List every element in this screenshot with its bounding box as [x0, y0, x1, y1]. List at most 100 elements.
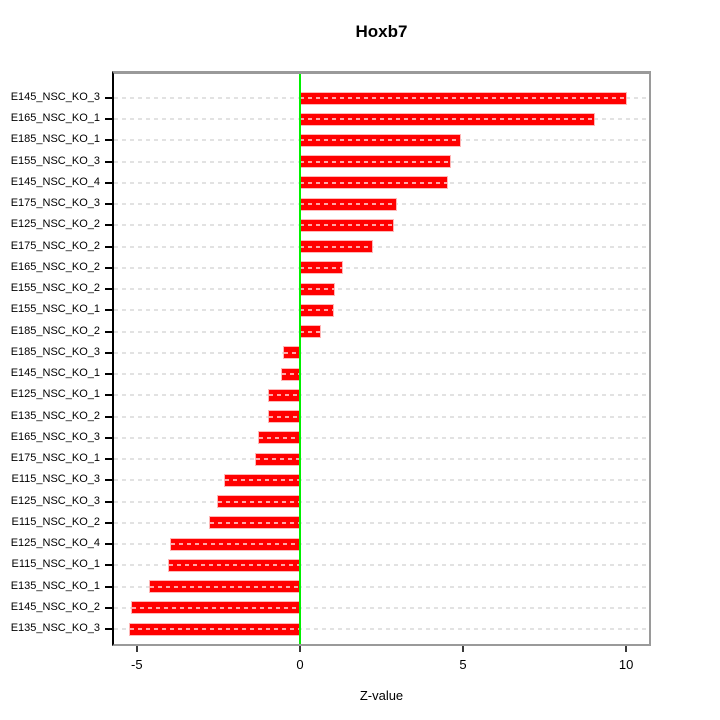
y-axis-category-label: E125_NSC_KO_4: [10, 537, 100, 550]
gridline: [114, 266, 649, 269]
y-axis-category-label: E175_NSC_KO_3: [10, 197, 100, 210]
chart-title: Hoxb7: [355, 22, 408, 41]
gridline: [114, 458, 649, 461]
x-axis-tick-label: 5: [459, 657, 467, 672]
y-axis-tick: [105, 351, 112, 354]
y-axis-category-label: E135_NSC_KO_1: [10, 579, 100, 592]
y-axis-tick: [105, 628, 112, 630]
gridline: [114, 309, 649, 312]
gridline: [114, 394, 649, 397]
bar-dash-overlay: [299, 309, 333, 312]
gridline: [114, 564, 649, 567]
y-axis-category-label: E155_NSC_KO_2: [10, 282, 100, 295]
bar-dash-overlay: [282, 373, 300, 376]
y-axis-category-label: E175_NSC_KO_2: [10, 239, 100, 252]
gridline: [114, 330, 649, 333]
y-axis-tick: [105, 118, 112, 121]
y-axis-category-label: E115_NSC_KO_2: [11, 515, 100, 528]
y-axis-category-label: E125_NSC_KO_1: [10, 388, 100, 401]
y-axis-tick: [105, 373, 112, 376]
y-axis-tick: [105, 415, 112, 418]
y-axis-tick: [105, 139, 112, 142]
y-axis-tick: [105, 500, 112, 503]
y-axis-tick: [105, 543, 112, 546]
bar-dash-overlay: [224, 479, 300, 482]
y-axis-tick: [105, 521, 112, 524]
bar-dash-overlay: [210, 521, 300, 524]
y-axis-category-label: E185_NSC_KO_1: [10, 133, 100, 146]
y-axis-tick: [105, 436, 112, 439]
bar-dash-overlay: [169, 564, 300, 567]
x-axis-tick-label: 10: [618, 657, 634, 672]
y-axis-category-label: E165_NSC_KO_1: [10, 112, 100, 125]
y-axis-category-label: E165_NSC_KO_3: [10, 430, 100, 443]
y-axis-tick: [105, 606, 112, 609]
y-axis-tick: [105, 585, 112, 588]
y-axis-tick: [105, 160, 112, 163]
gridline: [114, 543, 649, 546]
gridline: [114, 245, 649, 248]
x-axis-tick: [625, 646, 628, 652]
x-axis-tick: [298, 646, 301, 652]
bar-dash-overlay: [299, 139, 460, 142]
y-axis-tick: [105, 288, 112, 291]
gridline: [114, 415, 649, 418]
y-axis-tick: [105, 458, 112, 461]
zero-reference-line: [298, 74, 301, 644]
bar-dash-overlay: [149, 585, 300, 588]
gridline: [114, 585, 649, 588]
gridline: [114, 500, 649, 503]
plot-area: [112, 71, 651, 646]
y-axis-category-label: E125_NSC_KO_3: [10, 494, 100, 507]
y-axis-category-label: E155_NSC_KO_3: [10, 154, 100, 167]
x-axis-label: Z-value: [359, 688, 404, 703]
bar-dash-overlay: [299, 245, 372, 248]
y-axis-category-label: E135_NSC_KO_3: [10, 622, 100, 634]
gridline: [114, 521, 649, 524]
y-axis-category-label: E185_NSC_KO_2: [10, 324, 100, 337]
bar-dash-overlay: [268, 394, 300, 397]
y-axis-category-label: E145_NSC_KO_1: [10, 367, 100, 380]
gridline: [114, 628, 649, 630]
x-axis-tick: [462, 646, 465, 652]
bar-dash-overlay: [268, 415, 300, 418]
y-axis-tick: [105, 394, 112, 397]
bar-dash-overlay: [259, 436, 300, 439]
gridline: [114, 436, 649, 439]
bar-dash-overlay: [171, 543, 300, 546]
bar-dash-overlay: [299, 160, 450, 163]
y-axis-tick: [105, 97, 112, 99]
y-axis-category-label: E175_NSC_KO_1: [10, 452, 100, 465]
y-axis-tick: [105, 330, 112, 333]
y-axis-category-label: E155_NSC_KO_1: [10, 303, 100, 316]
bar-dash-overlay: [299, 97, 627, 99]
y-axis-category-label: E125_NSC_KO_2: [10, 218, 100, 231]
gridline: [114, 351, 649, 354]
y-axis-category-label: E135_NSC_KO_2: [10, 409, 100, 422]
y-axis-tick: [105, 266, 112, 269]
gridline: [114, 606, 649, 609]
x-axis-tick-label: 0: [296, 657, 304, 672]
gridline: [114, 373, 649, 376]
bar-dash-overlay: [299, 330, 320, 333]
y-axis-category-label: E145_NSC_KO_4: [10, 175, 100, 188]
bar-dash-overlay: [131, 606, 300, 609]
y-axis-category-label: E185_NSC_KO_3: [10, 345, 100, 358]
y-axis-tick: [105, 564, 112, 567]
y-axis-category-label: E145_NSC_KO_2: [10, 600, 100, 613]
y-axis-tick: [105, 224, 112, 227]
y-axis-category-label: E145_NSC_KO_3: [10, 91, 100, 103]
bar-dash-overlay: [299, 181, 447, 184]
x-axis-tick-label: -5: [131, 657, 143, 672]
y-axis-tick: [105, 203, 112, 206]
gridline: [114, 288, 649, 291]
y-axis-category-label: E115_NSC_KO_1: [11, 558, 100, 571]
bar-dash-overlay: [299, 203, 397, 206]
y-axis-category-label: E115_NSC_KO_3: [11, 473, 100, 486]
bar-dash-overlay: [299, 224, 393, 227]
bar-dash-overlay: [255, 458, 300, 461]
bar-dash-overlay: [130, 628, 300, 630]
bar-dash-overlay: [299, 288, 335, 291]
x-axis-tick: [135, 646, 138, 652]
